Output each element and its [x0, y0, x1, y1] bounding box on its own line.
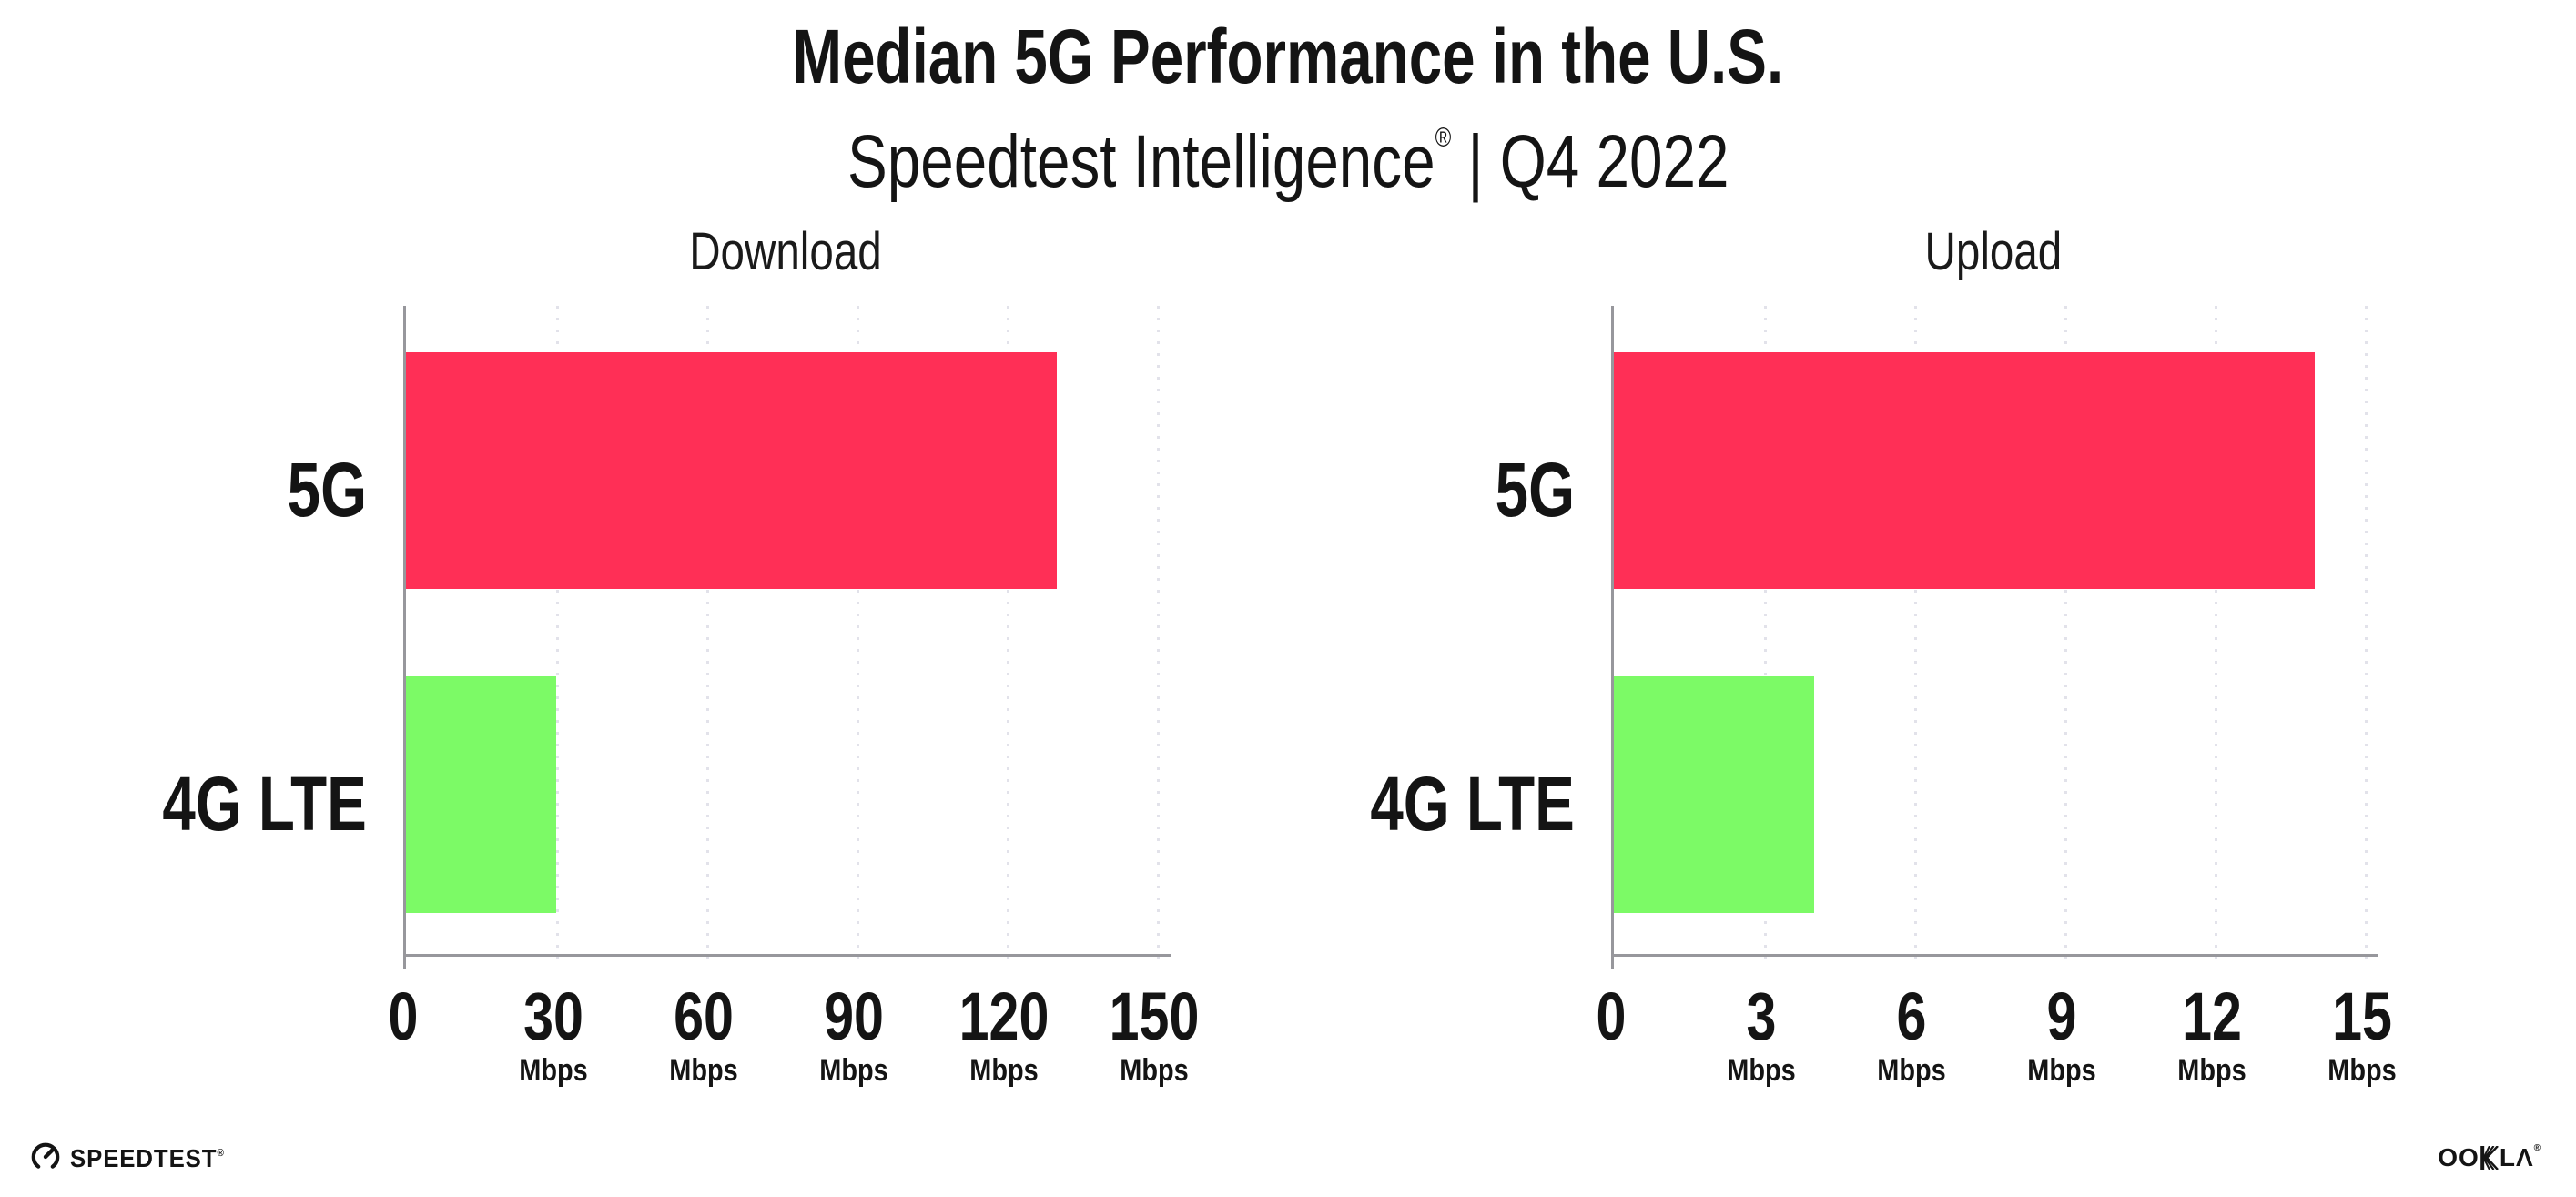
x-tick-label: 9 Mbps: [1971, 979, 2153, 1088]
subtitle-period: | Q4 2022: [1451, 120, 1729, 203]
registered-mark: ®: [217, 1148, 224, 1159]
speedtest-gauge-icon: [31, 1142, 60, 1172]
speedtest-logo: SPEEDTEST®: [30, 1138, 238, 1174]
tick-unit: Mbps: [2177, 1053, 2246, 1088]
x-tick-label: 90 Mbps: [763, 979, 945, 1088]
registered-mark: ®: [1435, 123, 1452, 153]
gridline: [1764, 306, 1767, 967]
gridline: [1007, 306, 1009, 967]
subtitle-brand: Speedtest Intelligence: [847, 120, 1435, 203]
subtitle: Speedtest Intelligence® | Q4 2022: [0, 98, 2576, 202]
category-label-4g-lte: 4G LTE: [1370, 761, 1575, 847]
gridline: [706, 306, 709, 967]
tick-number: 90: [824, 979, 884, 1054]
tick-unit: Mbps: [819, 1053, 888, 1088]
gridline: [2365, 306, 2368, 967]
tick-unit: Mbps: [669, 1053, 738, 1088]
download-bar-4g-lte: [406, 676, 556, 913]
x-tick-label: 15 Mbps: [2271, 979, 2453, 1088]
upload-bar-4g-lte: [1614, 676, 1814, 913]
tick-unit: Mbps: [2027, 1053, 2096, 1088]
download-chart-title: Download: [689, 222, 882, 281]
tick-number: 0: [388, 979, 419, 1054]
upload-chart-title: Upload: [1924, 222, 2063, 281]
upload-bar-5g: [1614, 352, 2315, 589]
gridline: [556, 306, 559, 967]
category-label-4g-lte: 4G LTE: [162, 761, 367, 847]
tick-number: 30: [523, 979, 583, 1054]
tick-number: 0: [1596, 979, 1627, 1054]
category-label-5g: 5G: [1495, 447, 1575, 533]
speedtest-wordmark: SPEEDTEST®: [70, 1144, 224, 1172]
x-tick-label: 60 Mbps: [613, 979, 795, 1088]
tick-number: 60: [674, 979, 734, 1054]
x-tick-label: 0: [312, 983, 494, 1050]
tick-unit: Mbps: [1120, 1053, 1189, 1088]
category-label-5g: 5G: [287, 447, 367, 533]
x-tick-label: 0: [1520, 983, 1702, 1050]
tick-unit: Mbps: [1727, 1053, 1796, 1088]
registered-mark: ®: [2533, 1143, 2541, 1153]
tick-number: 3: [1746, 979, 1777, 1054]
tick-number: 120: [958, 979, 1050, 1054]
tick-unit: Mbps: [519, 1053, 588, 1088]
tick-number: 6: [1896, 979, 1927, 1054]
x-tick-label: 6 Mbps: [1820, 979, 2003, 1088]
download-bar-5g: [406, 352, 1057, 589]
tick-number: 12: [2182, 979, 2242, 1054]
ookla-k-icon: [2480, 1146, 2499, 1170]
gridline: [857, 306, 859, 967]
x-tick-label: 30 Mbps: [462, 979, 644, 1088]
tick-unit: Mbps: [1877, 1053, 1946, 1088]
tick-number: 9: [2046, 979, 2077, 1054]
ookla-logo: OO LΛ ®: [2438, 1142, 2541, 1173]
download-plot-area: [403, 306, 1171, 969]
gridline: [2215, 306, 2217, 967]
main-title: Median 5G Performance in the U.S.: [792, 14, 1784, 99]
gridline: [1914, 306, 1917, 967]
x-tick-label: 120 Mbps: [913, 979, 1095, 1088]
ookla-wordmark: OO LΛ ®: [2438, 1143, 2541, 1172]
x-tick-label: 12 Mbps: [2121, 979, 2303, 1088]
tick-number: 150: [1109, 979, 1200, 1054]
tick-unit: Mbps: [2328, 1053, 2397, 1088]
tick-unit: Mbps: [969, 1053, 1039, 1088]
x-tick-label: 3 Mbps: [1670, 979, 1852, 1088]
tick-number: 15: [2332, 979, 2392, 1054]
upload-plot-area: [1611, 306, 2378, 969]
x-tick-label: 150 Mbps: [1063, 979, 1245, 1088]
gridline: [2064, 306, 2067, 967]
gridline: [1157, 306, 1160, 967]
